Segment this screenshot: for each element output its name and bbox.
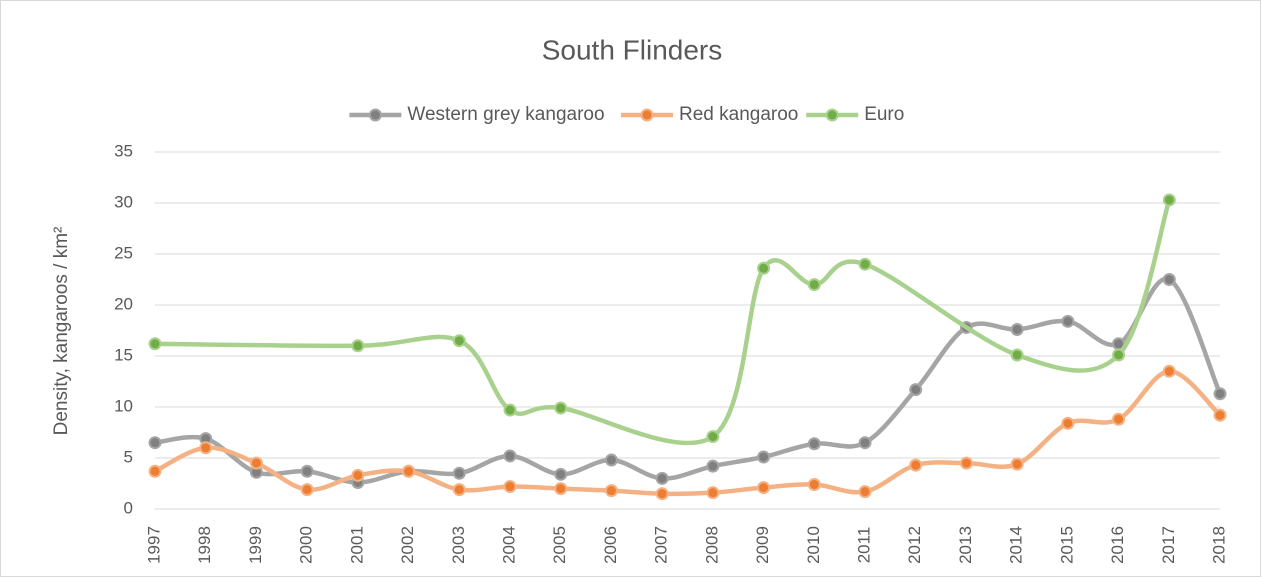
data-point <box>503 403 517 417</box>
x-tick-label: 2011 <box>854 527 873 564</box>
data-point <box>1112 348 1126 362</box>
y-tick-label: 10 <box>114 396 133 415</box>
data-point <box>655 487 669 501</box>
data-point <box>300 464 314 478</box>
y-tick-label: 20 <box>114 294 133 313</box>
y-tick-label: 30 <box>114 192 133 211</box>
data-point <box>757 450 771 464</box>
x-tick-label: 2004 <box>499 526 518 564</box>
x-tick-label: 2010 <box>804 526 823 564</box>
data-point <box>1010 457 1024 471</box>
y-tick-label: 35 <box>114 141 133 160</box>
data-point <box>1061 314 1075 328</box>
data-point <box>858 436 872 450</box>
x-tick-label: 2003 <box>449 526 468 564</box>
data-point <box>706 459 720 473</box>
x-tick-label: 2018 <box>1209 526 1228 564</box>
data-point <box>1162 193 1176 207</box>
series-line <box>154 199 1172 446</box>
data-point <box>909 458 923 472</box>
data-point <box>807 478 821 492</box>
x-tick-label: 2007 <box>652 526 671 564</box>
x-tick-label: 2012 <box>905 526 924 564</box>
x-tick-label: 2005 <box>550 526 569 564</box>
x-tick-label: 2015 <box>1057 526 1076 564</box>
x-tick-label: 1997 <box>144 526 163 564</box>
data-point <box>1010 348 1024 362</box>
legend-marker <box>640 108 654 122</box>
data-point <box>452 334 466 348</box>
data-point <box>858 485 872 499</box>
x-tick-label: 1999 <box>246 526 265 564</box>
legend-marker <box>825 108 839 122</box>
y-tick-label: 15 <box>114 345 133 364</box>
data-point <box>452 483 466 497</box>
data-point <box>706 486 720 500</box>
x-tick-label: 2000 <box>297 526 316 564</box>
x-tick-label: 2002 <box>398 526 417 564</box>
x-tick-label: 2001 <box>347 526 366 564</box>
data-point <box>959 456 973 470</box>
chart-title: South Flinders <box>542 34 723 65</box>
data-point <box>148 337 162 351</box>
y-tick-label: 5 <box>124 447 133 466</box>
x-tick-label: 2008 <box>702 526 721 564</box>
data-point <box>554 467 568 481</box>
data-point <box>858 257 872 271</box>
data-point <box>148 436 162 450</box>
data-point <box>655 471 669 485</box>
series-line <box>153 369 1222 497</box>
data-point <box>604 484 618 498</box>
data-point <box>351 339 365 353</box>
y-axis-label: Density, kangaroos / km² <box>51 227 72 436</box>
x-tick-label: 2013 <box>956 526 975 564</box>
data-point <box>351 468 365 482</box>
data-point <box>554 482 568 496</box>
data-point <box>1213 408 1227 422</box>
y-tick-label: 25 <box>114 243 133 262</box>
data-point <box>1213 387 1227 401</box>
x-tick-label: 2014 <box>1007 526 1026 564</box>
data-point <box>199 441 213 455</box>
x-tick-label: 2006 <box>601 526 620 564</box>
x-tick-label: 2016 <box>1108 526 1127 564</box>
data-point <box>1162 364 1176 378</box>
data-point <box>148 464 162 478</box>
data-point <box>807 278 821 292</box>
data-point <box>807 437 821 451</box>
x-tick-label: 1998 <box>195 526 214 564</box>
data-point <box>757 481 771 495</box>
y-tick-label: 0 <box>124 498 133 517</box>
data-point <box>249 456 263 470</box>
x-tick-label: 2017 <box>1159 526 1178 564</box>
legend-label: Red kangaroo <box>679 104 798 125</box>
data-point <box>402 464 416 478</box>
legend-label: Western grey kangaroo <box>407 104 604 125</box>
data-point <box>1112 412 1126 426</box>
data-point <box>1162 273 1176 286</box>
data-point <box>909 383 923 397</box>
data-point <box>706 430 720 444</box>
data-point <box>1010 322 1024 336</box>
data-point <box>503 449 517 463</box>
legend-marker <box>368 108 382 122</box>
data-point <box>554 401 568 415</box>
data-point <box>757 261 771 275</box>
legend-label: Euro <box>864 104 904 125</box>
data-point <box>1061 416 1075 430</box>
data-point <box>452 466 466 480</box>
x-tick-label: 2009 <box>753 526 772 564</box>
data-point <box>604 453 618 467</box>
data-point <box>300 483 314 497</box>
data-point <box>503 480 517 494</box>
